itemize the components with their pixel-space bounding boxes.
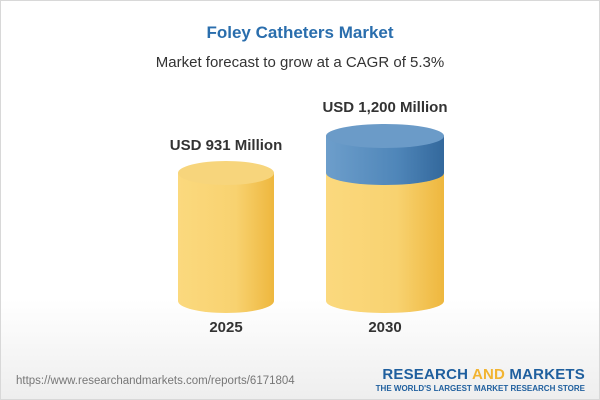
bar-2030-base [326,173,444,313]
data-label-2025: USD 931 Million [169,137,283,154]
x-tick-2025: 2025 [209,319,243,336]
chart-title: Foley Catheters Market [206,23,394,42]
bar-chart [178,124,444,313]
brand-logo: RESEARCH AND MARKETS [382,366,585,383]
source-url[interactable]: https://www.researchandmarkets.com/repor… [16,375,295,387]
chart-subtitle: Market forecast to grow at a CAGR of 5.3… [155,54,445,71]
bar-2025-top [178,161,274,185]
brand-tagline: THE WORLD'S LARGEST MARKET RESEARCH STOR… [375,384,585,393]
bar-2025 [178,173,274,313]
bar-2030-growth-top [326,124,444,149]
x-tick-2030: 2030 [368,319,402,336]
data-label-2030: USD 1,200 Million [322,99,448,116]
bar-2030-growth [326,136,444,185]
